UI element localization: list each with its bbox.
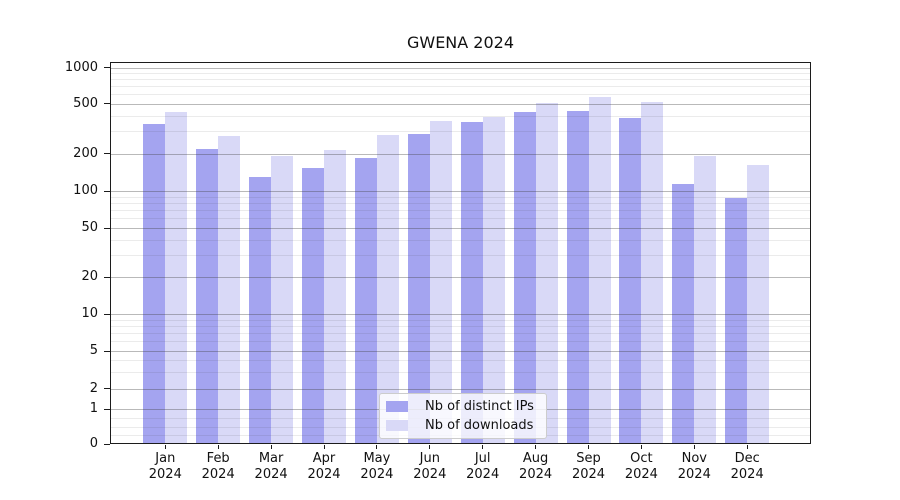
bar-nb-of-distinct-ips-oct-2024	[619, 117, 642, 444]
x-tick-label: Sep 2024	[571, 451, 606, 482]
y-tick-label: 1000	[64, 59, 98, 75]
bar-nb-of-distinct-ips-jan-2024	[143, 123, 166, 444]
x-tick-label: Jan 2024	[148, 451, 182, 482]
gridline-minor	[110, 202, 811, 204]
gridline-minor	[110, 86, 811, 88]
gridline-minor	[110, 325, 811, 327]
x-tick-mark	[588, 445, 589, 449]
gridline-minor	[110, 115, 811, 117]
gridline-minor	[110, 341, 811, 343]
y-tick-label: 0	[89, 436, 98, 451]
x-tick-mark	[535, 445, 537, 449]
x-tick-label: May 2024	[360, 451, 394, 482]
bar-nb-of-distinct-ips-dec-2024	[725, 197, 748, 444]
bar-nb-of-downloads-may-2024	[376, 135, 399, 444]
legend: Nb of distinct IPs Nb of downloads	[379, 393, 547, 439]
legend-label: Nb of distinct IPs	[425, 399, 534, 414]
y-tick-label: 100	[73, 183, 98, 198]
y-tick-label: 1	[89, 401, 98, 416]
x-tick-mark	[270, 445, 272, 449]
y-tick-label: 50	[81, 220, 98, 235]
gridline-minor	[110, 239, 811, 241]
gridline-minor	[110, 333, 811, 335]
chart-title: GWENA 2024	[406, 33, 515, 52]
gridline-major	[110, 351, 811, 352]
legend-swatch-downloads	[386, 420, 408, 431]
gridline-minor	[110, 131, 811, 133]
x-tick-label: Apr 2024	[307, 451, 341, 482]
y-tick-label: 500	[73, 95, 98, 111]
y-tick-label: 10	[81, 306, 98, 321]
y-tick-label: 20	[81, 269, 98, 284]
bar-nb-of-downloads-oct-2024	[641, 102, 664, 444]
gridline-major	[110, 228, 811, 229]
gridline-minor	[110, 371, 811, 373]
bar-nb-of-distinct-ips-mar-2024	[249, 176, 272, 444]
bar-nb-of-distinct-ips-sep-2024	[566, 110, 589, 444]
bar-nb-of-downloads-jul-2024	[482, 116, 505, 444]
x-tick-label: Jun 2024	[413, 451, 447, 482]
gridline-minor	[110, 319, 811, 321]
bar-nb-of-downloads-apr-2024	[324, 149, 346, 444]
gridline-minor	[110, 218, 811, 220]
x-tick-label: Feb 2024	[201, 451, 235, 482]
bar-nb-of-distinct-ips-feb-2024	[196, 148, 219, 444]
x-tick-mark	[164, 445, 166, 449]
gridline-minor	[110, 255, 811, 257]
gridline-major	[110, 153, 811, 155]
y-tick-label: 2	[89, 380, 98, 396]
bar-nb-of-downloads-dec-2024	[747, 165, 770, 444]
bar-nb-of-downloads-nov-2024	[694, 155, 717, 444]
x-tick-mark	[323, 445, 325, 449]
x-tick-label: Jul 2024	[466, 451, 500, 482]
gridline-minor	[110, 72, 811, 74]
x-tick-label: Aug 2024	[519, 451, 553, 482]
bar-nb-of-downloads-sep-2024	[588, 96, 611, 444]
bar-nb-of-downloads-aug-2024	[535, 103, 558, 444]
y-tick-label: 5	[89, 343, 98, 358]
bar-nb-of-downloads-jan-2024	[165, 112, 188, 444]
gridline-minor	[110, 210, 811, 212]
x-tick-mark	[693, 445, 695, 449]
gridline-major	[110, 388, 811, 390]
gridline-major	[110, 67, 811, 69]
legend-item: Nb of downloads	[380, 418, 546, 434]
gridline-major	[110, 103, 811, 105]
bar-nb-of-downloads-jun-2024	[429, 121, 452, 444]
x-tick-mark	[746, 445, 748, 449]
x-tick-mark	[429, 445, 431, 449]
x-tick-label: Dec 2024	[730, 451, 764, 482]
gridline-minor	[110, 79, 811, 81]
bar-nb-of-distinct-ips-apr-2024	[302, 167, 324, 444]
gridline-minor	[110, 360, 811, 362]
gridline-major	[110, 314, 811, 315]
x-tick-label: Mar 2024	[254, 451, 288, 482]
gridline-major	[110, 191, 811, 192]
bar-nb-of-distinct-ips-nov-2024	[672, 184, 695, 444]
bar-nb-of-distinct-ips-jul-2024	[460, 122, 483, 444]
x-tick-mark	[376, 445, 378, 449]
x-tick-mark	[482, 445, 484, 449]
axes-frame	[110, 62, 811, 444]
bar-nb-of-distinct-ips-may-2024	[354, 157, 377, 444]
x-tick-mark	[640, 445, 642, 449]
legend-label: Nb of downloads	[425, 418, 534, 433]
x-tick-label: Oct 2024	[624, 451, 658, 482]
gridline-major	[110, 277, 811, 278]
y-tick-label: 200	[73, 145, 98, 161]
x-tick-mark	[217, 445, 219, 449]
legend-item: Nb of distinct IPs	[380, 399, 546, 415]
legend-swatch-distinct-ips	[386, 401, 408, 412]
gridline-minor	[110, 94, 811, 96]
x-tick-label: Nov 2024	[677, 451, 711, 482]
bar-nb-of-distinct-ips-aug-2024	[513, 111, 536, 444]
gridline-minor	[110, 196, 811, 198]
bars-layer	[110, 62, 811, 444]
bar-nb-of-distinct-ips-jun-2024	[407, 133, 430, 444]
bar-nb-of-downloads-mar-2024	[271, 155, 294, 444]
bar-nb-of-downloads-feb-2024	[218, 135, 241, 444]
plot-area	[110, 62, 811, 444]
